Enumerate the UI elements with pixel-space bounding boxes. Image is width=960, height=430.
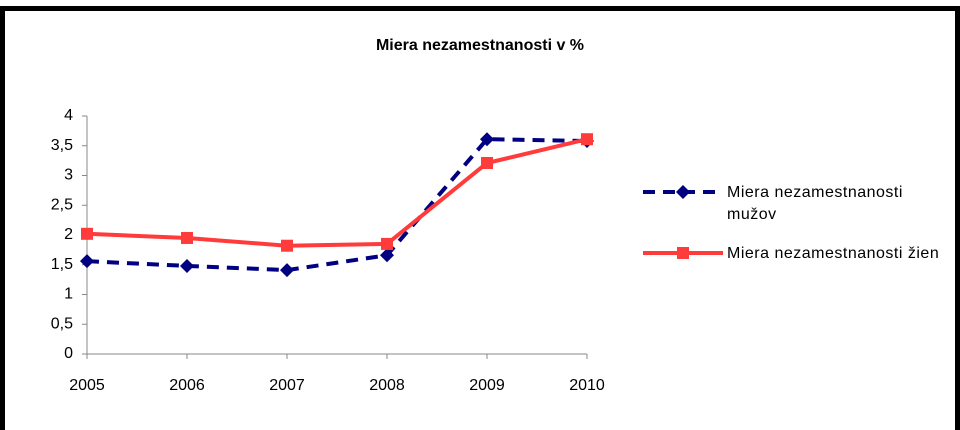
x-tick-label: 2005 (69, 377, 105, 394)
x-tick-label: 2007 (269, 377, 305, 394)
data-point (80, 254, 94, 269)
legend-label: Miera nezamestnanosti mužov (727, 184, 903, 223)
legend-marker (676, 185, 690, 199)
y-tick-label: 0,5 (51, 315, 73, 332)
data-point (81, 227, 93, 240)
x-tick-label: 2006 (169, 377, 205, 394)
y-tick-label: 2 (64, 226, 73, 243)
x-tick-label: 2008 (369, 377, 405, 394)
chart-frame (0, 6, 960, 430)
series-line (86, 137, 588, 273)
data-point (180, 258, 194, 273)
chart-title: Miera nezamestnanosti v % (376, 37, 584, 54)
y-tick-label: 4 (64, 107, 73, 124)
x-tick-label: 2010 (569, 377, 605, 394)
data-point (481, 157, 493, 170)
y-tick-label: 3 (64, 167, 73, 184)
y-tick-label: 0 (64, 345, 73, 362)
legend-marker (677, 247, 689, 259)
data-point (281, 239, 293, 252)
data-point (581, 133, 593, 146)
data-point (181, 231, 193, 244)
data-point (380, 248, 394, 263)
data-point (480, 132, 494, 147)
data-point (381, 237, 393, 250)
y-tick-label: 1,5 (51, 256, 73, 273)
data-point (280, 263, 294, 278)
series-line (86, 137, 588, 248)
y-tick-label: 2,5 (51, 196, 73, 213)
y-tick-label: 1 (64, 286, 73, 303)
legend-label: Miera nezamestnanosti žien (727, 245, 940, 262)
y-tick-label: 3,5 (51, 137, 73, 154)
x-tick-label: 2009 (469, 377, 505, 394)
